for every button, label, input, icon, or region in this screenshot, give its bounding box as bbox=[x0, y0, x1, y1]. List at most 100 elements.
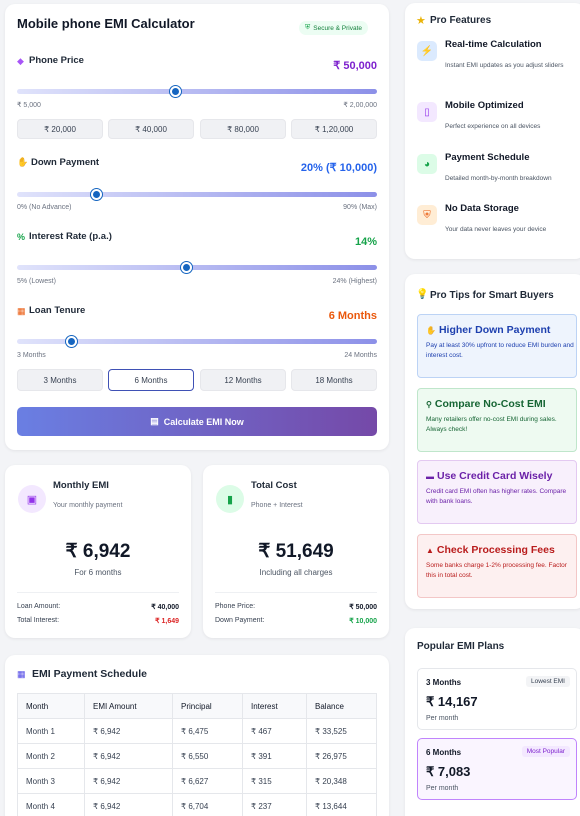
calendar-icon: ▦ bbox=[17, 306, 26, 316]
total-cost-card: ▮ Total Cost Phone + Interest ₹ 51,649 I… bbox=[203, 465, 389, 638]
loan-tenure-slider-thumb[interactable] bbox=[65, 336, 77, 347]
tip-desc: Some banks charge 1-2% processing fee. F… bbox=[426, 562, 567, 579]
plan-card[interactable]: 3 Months Lowest EMI ₹ 14,167 Per month bbox=[417, 668, 577, 730]
price-preset-80000[interactable]: ₹ 80,000 bbox=[200, 119, 286, 139]
price-preset-120000[interactable]: ₹ 1,20,000 bbox=[291, 119, 377, 139]
tip-heading: ▲ Check Processing Fees bbox=[426, 544, 555, 556]
tip-card: ✋ Higher Down Payment Pay at least 30% upf… bbox=[417, 314, 577, 378]
cell-interest: ₹ 315 bbox=[242, 768, 307, 794]
col-balance: Balance bbox=[306, 693, 377, 719]
schedule-body: Month 1 ₹ 6,942 ₹ 6,475 ₹ 467 ₹ 33,525 Month … bbox=[17, 718, 377, 816]
down-payment-min: 0% (No Advance) bbox=[17, 204, 72, 211]
loan-amount-label: Loan Amount: bbox=[17, 603, 61, 610]
tip-card: ⚲ Compare No-Cost EMI Many retailers offer… bbox=[417, 388, 577, 452]
pro-tips-card: 💡 Pro Tips for Smart Buyers ✋ Higher Down… bbox=[405, 274, 580, 609]
plan-per-month: Per month bbox=[426, 785, 459, 792]
monthly-emi-card: ▣ Monthly EMI Your monthly payment ₹ 6,9… bbox=[5, 465, 191, 638]
tip-heading: ▬ Use Credit Card Wisely bbox=[426, 470, 552, 482]
monthly-emi-title: Monthly EMI bbox=[53, 480, 109, 491]
plan-amount: ₹ 14,167 bbox=[426, 694, 478, 709]
phone-price-min: ₹ 5,000 bbox=[17, 102, 41, 109]
cell-principal: ₹ 6,475 bbox=[172, 718, 243, 744]
price-preset-20000[interactable]: ₹ 20,000 bbox=[17, 119, 103, 139]
tenure-option-18[interactable]: 18 Months bbox=[291, 369, 377, 391]
lightbulb-icon: 💡 bbox=[416, 289, 429, 300]
tenure-option-6[interactable]: 6 Months bbox=[108, 369, 194, 391]
star-icon: ★ bbox=[416, 15, 426, 27]
loan-tenure-label: Loan Tenure bbox=[29, 305, 86, 316]
plan-badge: Most Popular bbox=[521, 746, 570, 757]
loan-tenure-max: 24 Months bbox=[344, 352, 377, 359]
table-row: Month 1 ₹ 6,942 ₹ 6,475 ₹ 467 ₹ 33,525 bbox=[17, 718, 377, 744]
hand-coin-icon: ✋ bbox=[426, 326, 436, 335]
phone-price-max: ₹ 2,00,000 bbox=[343, 102, 377, 109]
tip-title: Check Processing Fees bbox=[436, 544, 555, 556]
schedule-title: EMI Payment Schedule bbox=[32, 668, 147, 680]
tip-title: Compare No-Cost EMI bbox=[434, 398, 546, 410]
col-principal: Principal bbox=[172, 693, 243, 719]
calculate-emi-button[interactable]: ▤ Calculate EMI Now bbox=[17, 407, 377, 436]
cell-emi-amount: ₹ 6,942 bbox=[84, 718, 173, 744]
search-icon: ⚲ bbox=[426, 400, 432, 409]
col-month: Month bbox=[17, 693, 85, 719]
cell-emi-amount: ₹ 6,942 bbox=[84, 768, 173, 794]
shield-icon: ⛨ bbox=[305, 24, 311, 31]
loan-tenure-slider[interactable] bbox=[17, 339, 377, 344]
credit-card-icon: ▬ bbox=[426, 472, 434, 481]
pro-features-title: Pro Features bbox=[430, 15, 492, 26]
feature-title: Mobile Optimized bbox=[445, 100, 524, 111]
pie-chart-icon: ◕ bbox=[417, 154, 437, 174]
down-payment-slider-thumb[interactable] bbox=[90, 189, 102, 200]
loan-amount-value: ₹ 40,000 bbox=[151, 604, 179, 611]
mobile-icon: ▯ bbox=[417, 102, 437, 122]
feature-title: Payment Schedule bbox=[445, 152, 530, 163]
tenure-option-3[interactable]: 3 Months bbox=[17, 369, 103, 391]
feature-desc: Your data never leaves your device bbox=[445, 226, 547, 233]
phone-price-slider[interactable] bbox=[17, 89, 377, 94]
cell-month: Month 1 bbox=[17, 718, 85, 744]
total-cost-title: Total Cost bbox=[251, 480, 297, 491]
popular-plans-title: Popular EMI Plans bbox=[417, 641, 505, 652]
price-preset-40000[interactable]: ₹ 40,000 bbox=[108, 119, 194, 139]
lightning-icon: ⚡ bbox=[417, 41, 437, 61]
secure-badge: ⛨ Secure & Private bbox=[299, 21, 369, 35]
cell-balance: ₹ 33,525 bbox=[306, 718, 377, 744]
calculate-button-label: Calculate EMI Now bbox=[163, 416, 244, 427]
cell-balance: ₹ 13,644 bbox=[306, 793, 377, 816]
interest-rate-value: 14% bbox=[354, 236, 377, 248]
table-row: Month 2 ₹ 6,942 ₹ 6,550 ₹ 391 ₹ 26,975 bbox=[17, 743, 377, 769]
down-payment-value: 20% (₹ 10,000) bbox=[300, 162, 377, 174]
feature-title: No Data Storage bbox=[445, 203, 519, 214]
tip-heading: ✋ Higher Down Payment bbox=[426, 324, 550, 336]
tenure-option-12[interactable]: 12 Months bbox=[200, 369, 286, 391]
phone-price-row-value: ₹ 50,000 bbox=[349, 604, 377, 611]
calendar-check-icon: ▦ bbox=[17, 669, 26, 679]
tip-desc: Pay at least 30% upfront to reduce EMI b… bbox=[426, 342, 574, 359]
pro-tips-title: Pro Tips for Smart Buyers bbox=[430, 290, 554, 301]
calculator-title: Mobile phone EMI Calculator bbox=[17, 16, 195, 31]
cell-month: Month 2 bbox=[17, 743, 85, 769]
secure-badge-label: Secure & Private bbox=[313, 24, 363, 32]
cell-balance: ₹ 26,975 bbox=[306, 743, 377, 769]
feature-desc: Instant EMI updates as you adjust slider… bbox=[445, 62, 564, 69]
feature-desc: Perfect experience on all devices bbox=[445, 123, 541, 130]
monthly-emi-subtitle: Your monthly payment bbox=[53, 502, 123, 509]
tip-card: ▬ Use Credit Card Wisely Credit card EMI o… bbox=[417, 460, 577, 524]
tag-icon: ◆ bbox=[17, 56, 24, 66]
cell-interest: ₹ 391 bbox=[242, 743, 307, 769]
plan-period: 3 Months bbox=[426, 678, 462, 687]
down-payment-slider[interactable] bbox=[17, 192, 377, 197]
phone-price-slider-thumb[interactable] bbox=[169, 86, 181, 97]
plan-card[interactable]: 6 Months Most Popular ₹ 7,083 Per month bbox=[417, 738, 577, 800]
col-interest: Interest bbox=[242, 693, 307, 719]
calculator-icon: ▤ bbox=[150, 416, 159, 426]
pro-features-card: ★ Pro Features ⚡ Real-time Calculation Ins… bbox=[405, 3, 580, 259]
interest-rate-slider-thumb[interactable] bbox=[180, 262, 192, 273]
col-emi-amount: EMI Amount bbox=[84, 693, 173, 719]
interest-rate-slider[interactable] bbox=[17, 265, 377, 270]
down-payment-label: Down Payment bbox=[31, 157, 100, 168]
phone-price-row-label: Phone Price: bbox=[215, 603, 256, 610]
cell-month: Month 3 bbox=[17, 768, 85, 794]
tip-card: ▲ Check Processing Fees Some banks charge … bbox=[417, 534, 577, 598]
emi-schedule-card: ▦ EMI Payment Schedule Month EMI Amount … bbox=[5, 655, 389, 816]
